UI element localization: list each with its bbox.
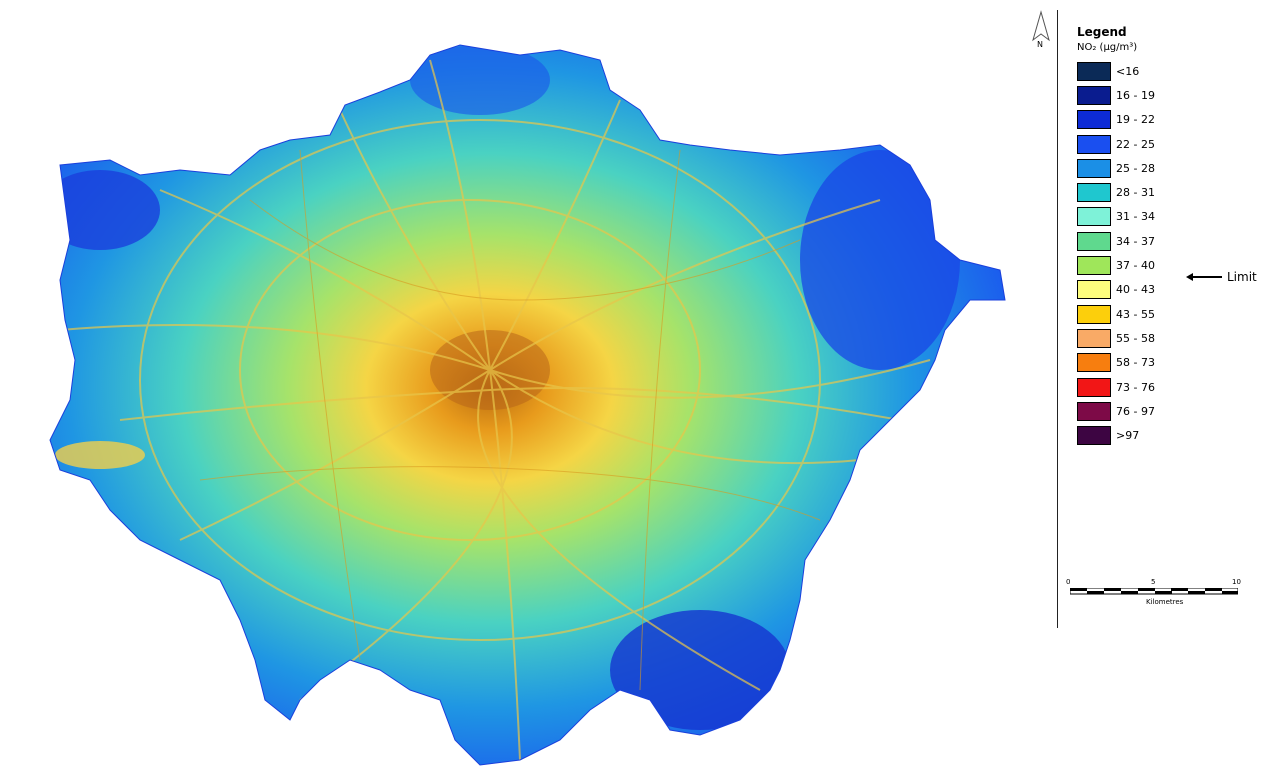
- legend-swatch: [1077, 280, 1111, 300]
- legend-label: 73 - 76: [1116, 380, 1155, 394]
- legend-label: 76 - 97: [1116, 404, 1155, 418]
- legend-item: <16: [1077, 59, 1267, 83]
- scale-tick-0: 0: [1066, 578, 1071, 586]
- legend-label: 22 - 25: [1116, 137, 1155, 151]
- legend-swatch: [1077, 426, 1111, 446]
- legend-label: 25 - 28: [1116, 161, 1155, 175]
- legend-title: Legend: [1077, 25, 1127, 39]
- legend-swatch: [1077, 85, 1111, 105]
- legend-swatch: [1077, 183, 1111, 203]
- legend-label: 58 - 73: [1116, 356, 1155, 370]
- legend-item: 25 - 28: [1077, 156, 1267, 180]
- scale-tick-10: 10: [1232, 578, 1241, 586]
- legend-item: 40 - 43: [1077, 278, 1267, 302]
- legend-item: 19 - 22: [1077, 108, 1267, 132]
- legend-swatch: [1077, 110, 1111, 130]
- legend-swatch: [1077, 61, 1111, 81]
- legend-label: 19 - 22: [1116, 113, 1155, 127]
- legend-swatch: [1077, 377, 1111, 397]
- legend-swatch: [1077, 134, 1111, 154]
- legend-label: 37 - 40: [1116, 259, 1155, 273]
- no2-concentration-map: [49, 44, 1006, 766]
- legend-swatch: [1077, 353, 1111, 373]
- north-arrow-icon: [1032, 10, 1050, 42]
- legend-label: 28 - 31: [1116, 186, 1155, 200]
- legend-item: 22 - 25: [1077, 132, 1267, 156]
- limit-annotation: Limit: [1186, 270, 1257, 284]
- legend-label: >97: [1116, 429, 1140, 443]
- left-arrow-icon: [1186, 273, 1222, 281]
- legend-item: 58 - 73: [1077, 351, 1267, 375]
- legend-swatch: [1077, 328, 1111, 348]
- legend-label: 43 - 55: [1116, 307, 1155, 321]
- region-boundary: [49, 44, 1006, 766]
- legend-label: 31 - 34: [1116, 210, 1155, 224]
- legend-swatch: [1077, 207, 1111, 227]
- legend-swatch: [1077, 304, 1111, 324]
- legend-label: 16 - 19: [1116, 88, 1155, 102]
- legend-item: 43 - 55: [1077, 302, 1267, 326]
- legend-item: 37 - 40: [1077, 253, 1267, 277]
- scale-units: Kilometres: [1146, 598, 1184, 606]
- legend-swatch: [1077, 231, 1111, 251]
- legend-item: 31 - 34: [1077, 205, 1267, 229]
- legend-subtitle: NO₂ (μg/m³): [1077, 42, 1138, 53]
- legend-label: <16: [1116, 64, 1140, 78]
- north-label: N: [1037, 40, 1043, 49]
- legend-items: <16 16 - 19 19 - 22 22 - 25 25 - 28 28 - 31 31…: [1077, 59, 1267, 448]
- legend-label: 34 - 37: [1116, 234, 1155, 248]
- legend-item: 28 - 31: [1077, 180, 1267, 204]
- scale-bar-graphic: [1070, 588, 1238, 595]
- limit-label: Limit: [1227, 270, 1257, 284]
- scale-bar: 0 5 10 Kilometres: [1066, 578, 1246, 606]
- legend-item: 55 - 58: [1077, 326, 1267, 350]
- legend-swatch: [1077, 158, 1111, 178]
- legend-item: 16 - 19: [1077, 83, 1267, 107]
- legend-item: 73 - 76: [1077, 375, 1267, 399]
- legend-divider: [1057, 10, 1058, 628]
- legend: Legend NO₂ (μg/m³) <16 16 - 19 19 - 22 22 -…: [1077, 25, 1267, 448]
- legend-swatch: [1077, 256, 1111, 276]
- legend-item: 34 - 37: [1077, 229, 1267, 253]
- legend-label: 40 - 43: [1116, 283, 1155, 297]
- legend-item: >97: [1077, 423, 1267, 447]
- legend-item: 76 - 97: [1077, 399, 1267, 423]
- legend-label: 55 - 58: [1116, 331, 1155, 345]
- legend-swatch: [1077, 401, 1111, 421]
- scale-tick-5: 5: [1151, 578, 1156, 586]
